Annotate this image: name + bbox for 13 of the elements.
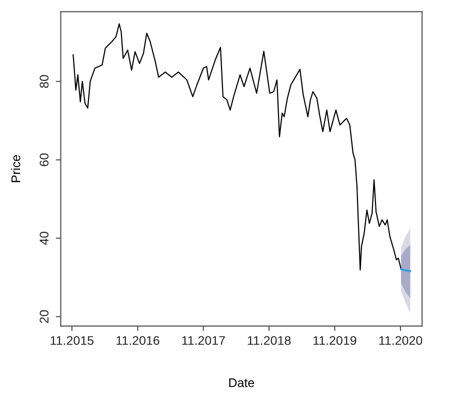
x-tick-label: 11.2019 xyxy=(314,336,356,345)
y-axis-title: Price xyxy=(11,155,20,182)
x-tick-label: 11.2018 xyxy=(248,336,291,345)
y-tick-label: 80 xyxy=(40,74,49,88)
x-tick-label: 11.2016 xyxy=(116,336,160,345)
x-tick-label: 11.2020 xyxy=(379,336,422,345)
y-tick-label: 40 xyxy=(40,232,49,245)
y-tick-label: 20 xyxy=(40,310,49,323)
x-axis-title: Date xyxy=(229,378,254,388)
y-tick-label: 60 xyxy=(40,153,49,166)
x-tick-label: 11.2015 xyxy=(50,336,94,345)
line-series xyxy=(72,23,402,271)
x-tick-label: 11.2017 xyxy=(182,336,225,345)
